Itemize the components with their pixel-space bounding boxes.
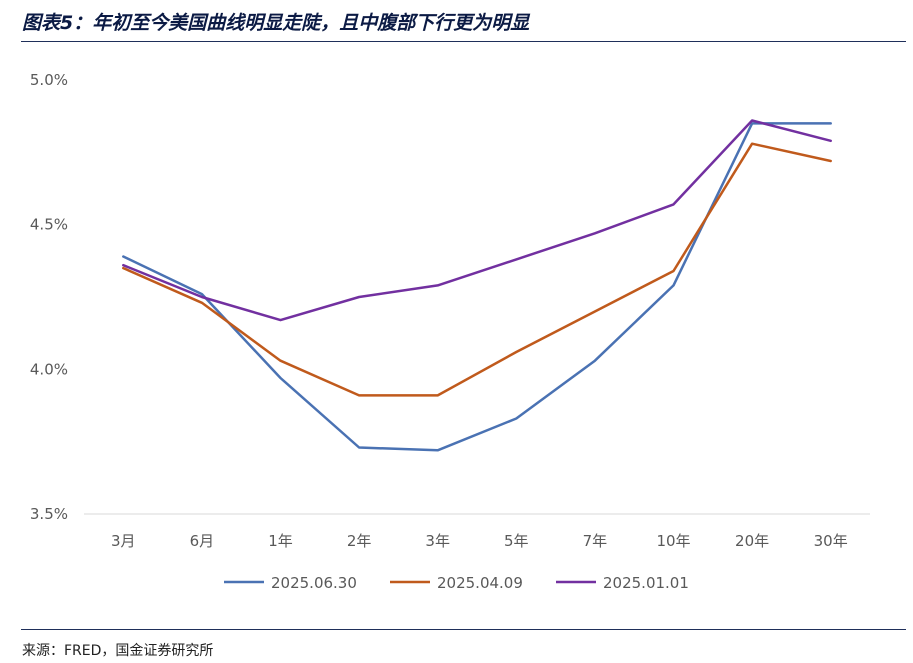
figure-title: 图表5：年初至今美国曲线明显走陡，且中腹部下行更为明显 bbox=[22, 12, 530, 34]
x-tick-label: 5年 bbox=[504, 532, 529, 550]
x-tick-label: 6月 bbox=[190, 532, 215, 550]
x-tick-label: 2年 bbox=[347, 532, 372, 550]
x-tick-label: 3年 bbox=[425, 532, 450, 550]
x-tick-label: 20年 bbox=[735, 532, 769, 550]
y-tick-label: 4.5% bbox=[30, 216, 68, 234]
y-tick-label: 5.0% bbox=[30, 71, 68, 89]
x-axis: 3月 6月 1年 2年 3年 5年 7年 10年 20年 30年 bbox=[111, 532, 848, 550]
series-line bbox=[122, 142, 832, 397]
source-note: 来源：FRED，国金证券研究所 bbox=[22, 643, 214, 659]
x-tick-label: 3月 bbox=[111, 532, 136, 550]
legend-label: 2025.01.01 bbox=[603, 574, 689, 592]
legend: 2025.06.30 2025.04.09 2025.01.01 bbox=[224, 574, 689, 592]
y-tick-label: 3.5% bbox=[30, 505, 68, 523]
series-lines bbox=[122, 119, 832, 452]
x-tick-label: 7年 bbox=[583, 532, 608, 550]
x-tick-label: 30年 bbox=[814, 532, 848, 550]
title-divider bbox=[21, 41, 906, 42]
series-line bbox=[122, 119, 832, 322]
yield-curve-chart: 3.5% 4.0% 4.5% 5.0% 3月 6月 1年 2年 3年 5年 7年 10年 20年 30年… bbox=[30, 71, 870, 592]
y-axis: 3.5% 4.0% 4.5% 5.0% bbox=[30, 71, 68, 523]
y-tick-label: 4.0% bbox=[30, 360, 68, 378]
x-tick-label: 10年 bbox=[656, 532, 690, 550]
x-tick-label: 1年 bbox=[268, 532, 293, 550]
series-line bbox=[122, 122, 832, 452]
legend-label: 2025.04.09 bbox=[437, 574, 523, 592]
legend-label: 2025.06.30 bbox=[271, 574, 357, 592]
footer-divider bbox=[21, 629, 906, 630]
